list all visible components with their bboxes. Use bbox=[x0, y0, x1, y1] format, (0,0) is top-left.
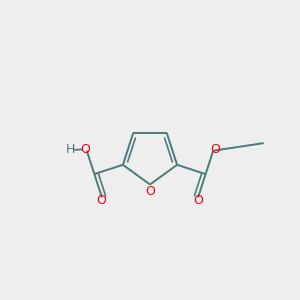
Text: O: O bbox=[80, 143, 90, 156]
Text: O: O bbox=[145, 184, 155, 198]
Text: O: O bbox=[96, 194, 106, 207]
Text: O: O bbox=[210, 143, 220, 156]
Text: H: H bbox=[66, 143, 75, 156]
Text: O: O bbox=[193, 194, 203, 207]
